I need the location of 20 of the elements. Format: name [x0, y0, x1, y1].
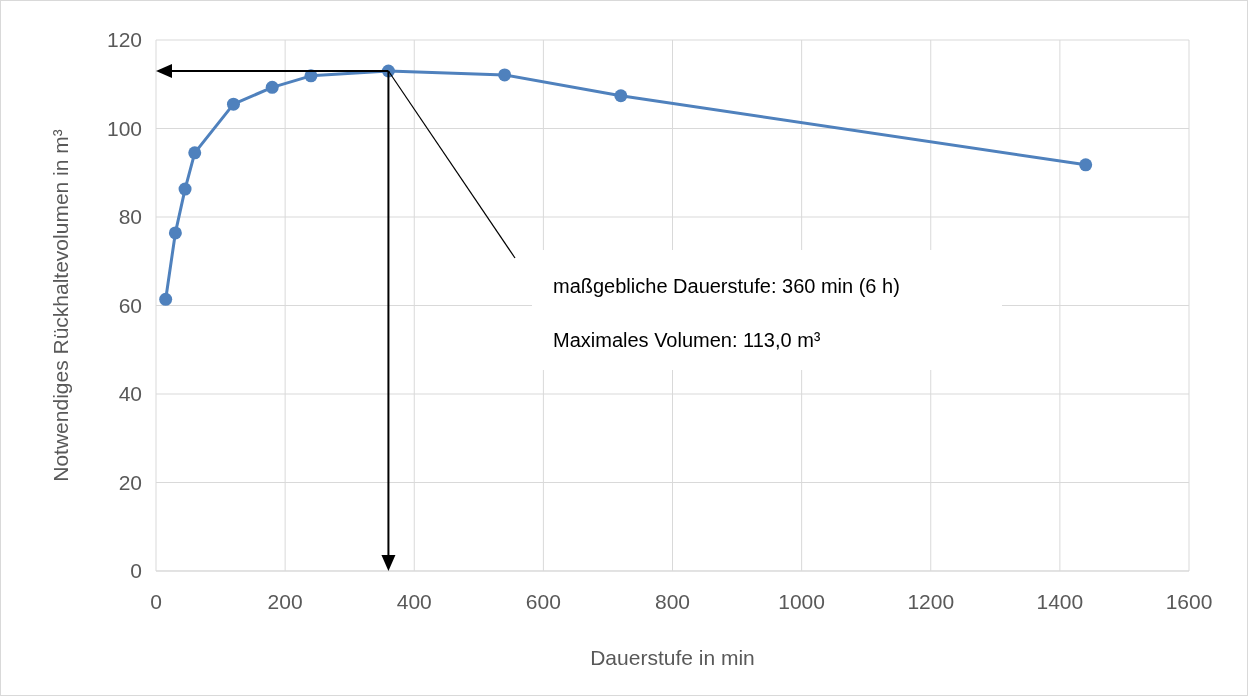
x-tick-label: 1200	[907, 590, 955, 613]
y-tick-label: 20	[118, 470, 142, 494]
x-tick-label: 0	[150, 590, 162, 613]
y-tick-label: 60	[118, 293, 142, 317]
y-tick-label: 100	[106, 116, 142, 140]
y-tick-label: 80	[118, 205, 142, 229]
x-tick-label: 800	[654, 590, 691, 613]
x-tick-label: 200	[267, 590, 303, 613]
y-axis-title: Notwendiges Rückhaltevolumen in m³	[49, 129, 72, 482]
x-tick-label: 600	[525, 590, 561, 613]
x-tick-label: 1400	[1036, 590, 1084, 613]
annotation: maßgebliche Dauerstufe: 360 min (6 h)	[553, 275, 900, 297]
x-tick-label: 400	[396, 590, 432, 613]
x-tick-label: 1600	[1165, 590, 1213, 613]
x-tick-label: 1000	[778, 590, 825, 613]
y-tick-label: 0	[130, 559, 142, 583]
y-tick-label: 40	[118, 382, 142, 406]
y-tick-label: 120	[106, 28, 142, 52]
x-axis-title: Dauerstufe in min	[590, 646, 755, 669]
annotation: Maximales Volumen: 113,0 m³	[553, 329, 821, 351]
